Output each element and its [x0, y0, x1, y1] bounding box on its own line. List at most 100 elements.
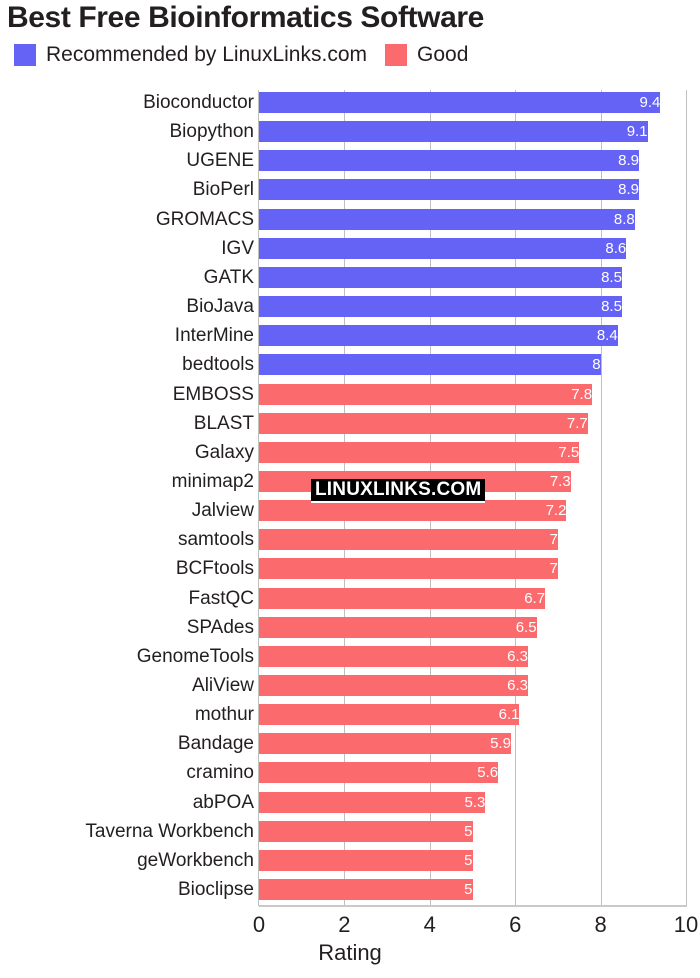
- bar-row: BLAST 7.7: [194, 413, 686, 434]
- bar-row: AliView 6.3: [192, 675, 686, 696]
- bar-row: bedtools 8: [182, 354, 686, 375]
- gridline-10: [686, 90, 687, 906]
- bar-good[interactable]: [259, 413, 588, 434]
- bar-row: IGV 8.6: [221, 238, 686, 259]
- category-label: SPAdes: [186, 617, 254, 638]
- legend-label-recommended: Recommended by LinuxLinks.com: [46, 43, 367, 66]
- bar-row: GATK 8.5: [204, 267, 686, 288]
- bar-good[interactable]: [259, 442, 580, 463]
- bar-good[interactable]: [259, 675, 528, 696]
- bar-good[interactable]: [259, 384, 593, 405]
- category-label: BioJava: [186, 296, 254, 317]
- bar-value-label: 7.8: [571, 386, 593, 403]
- gridline-6: [515, 90, 517, 906]
- bar-row: Bioconductor 9.4: [143, 92, 686, 113]
- x-tick-label: 0: [252, 912, 266, 937]
- x-tick-label: 8: [594, 912, 607, 937]
- bar-good[interactable]: [259, 588, 546, 609]
- bar-value-label: 8.5: [601, 298, 622, 315]
- bar-value-label: 8.5: [601, 269, 622, 286]
- category-label: mothur: [194, 704, 254, 725]
- bar-value-label: 8.9: [618, 152, 640, 169]
- bar-good[interactable]: [259, 704, 520, 725]
- bar-value-label: 5.6: [477, 764, 499, 781]
- bar-recommended[interactable]: [259, 267, 622, 288]
- bar-row: Galaxy 7.5: [195, 442, 686, 463]
- bar-value-label: 8: [592, 356, 601, 373]
- bar-good[interactable]: [259, 646, 528, 667]
- x-tick-label: 4: [423, 912, 436, 937]
- bar-good[interactable]: [259, 762, 499, 783]
- bar-row: EMBOSS 7.8: [173, 384, 686, 405]
- chart-legend: Recommended by LinuxLinks.com Good: [14, 42, 486, 68]
- bar-value-label: 7: [549, 560, 558, 577]
- x-tick-label: 10: [673, 912, 699, 937]
- bar-value-label: 8.4: [596, 327, 618, 344]
- bar-value-label: 6.3: [507, 677, 528, 694]
- bar-row: abPOA 5.3: [193, 792, 686, 813]
- bar-value-label: 7.5: [558, 444, 580, 461]
- bar-row: geWorkbench 5: [137, 850, 686, 871]
- x-axis-line: [259, 905, 687, 907]
- category-label: Bandage: [177, 733, 254, 754]
- bar-row: Biopython 9.1: [169, 121, 686, 142]
- bar-good[interactable]: [259, 733, 511, 754]
- bar-good[interactable]: [259, 879, 473, 900]
- bar-good[interactable]: [259, 617, 537, 638]
- bar-good[interactable]: [259, 850, 473, 871]
- bar-good[interactable]: [259, 821, 473, 842]
- category-label: GATK: [203, 267, 254, 288]
- bar-row: BioPerl 8.9: [193, 179, 686, 200]
- bar-recommended[interactable]: [259, 92, 661, 113]
- bar-row: Bioclipse 5: [178, 879, 686, 900]
- category-label: GenomeTools: [136, 646, 254, 667]
- bar-row: FastQC 6.7: [189, 588, 686, 609]
- bar-row: samtools 7: [178, 529, 686, 550]
- category-label: Taverna Workbench: [85, 821, 254, 842]
- legend-swatch-good: [385, 44, 407, 66]
- bar-recommended[interactable]: [259, 209, 635, 230]
- bar-value-label: 5.9: [490, 735, 511, 752]
- bar-value-label: 5: [464, 881, 473, 898]
- x-tick-label: 2: [338, 912, 351, 937]
- bar-row: GROMACS 8.8: [156, 209, 686, 230]
- category-label: BCFtools: [175, 558, 254, 579]
- category-label: Bioconductor: [143, 92, 254, 113]
- bar-recommended[interactable]: [259, 121, 648, 142]
- bar-value-label: 8.6: [605, 240, 627, 257]
- category-label: Galaxy: [194, 442, 254, 463]
- bar-value-label: 6.5: [515, 619, 537, 636]
- bar-value-label: 7.3: [549, 473, 571, 490]
- category-label: samtools: [177, 529, 254, 550]
- plot-area: Bioconductor 9.4 Biopython 9.1 UGENE 8.9 BioPe…: [85, 90, 687, 906]
- category-label: EMBOSS: [172, 384, 254, 405]
- legend-label-good: Good: [417, 43, 469, 66]
- bar-good[interactable]: [259, 792, 486, 813]
- bar-value-label: 8.8: [613, 211, 635, 228]
- bar-recommended[interactable]: [259, 150, 640, 171]
- category-label: bedtools: [182, 354, 254, 375]
- category-label: IGV: [221, 238, 254, 259]
- bar-good[interactable]: [259, 529, 558, 550]
- bar-recommended[interactable]: [259, 238, 627, 259]
- category-label: AliView: [192, 675, 254, 696]
- bar-recommended[interactable]: [259, 354, 601, 375]
- bar-row: InterMine 8.4: [175, 325, 686, 346]
- bar-row: GenomeTools 6.3: [137, 646, 686, 667]
- bar-value-label: 7.2: [545, 502, 567, 519]
- category-label: geWorkbench: [137, 850, 254, 871]
- category-label: Biopython: [169, 121, 254, 142]
- bar-row: cramino 5.6: [186, 762, 686, 783]
- plot-left-edge: [258, 90, 259, 906]
- category-label: UGENE: [186, 150, 254, 171]
- bar-good[interactable]: [259, 500, 567, 521]
- bar-row: SPAdes 6.5: [187, 617, 686, 638]
- bar-recommended[interactable]: [259, 325, 618, 346]
- bar-value-label: 7.7: [566, 415, 588, 432]
- chart-title: Best Free Bioinformatics Software: [7, 1, 484, 34]
- category-label: Bioclipse: [177, 879, 254, 900]
- bar-good[interactable]: [259, 558, 558, 579]
- bar-recommended[interactable]: [259, 296, 622, 317]
- bar-value-label: 9.1: [626, 123, 648, 140]
- bar-recommended[interactable]: [259, 179, 640, 200]
